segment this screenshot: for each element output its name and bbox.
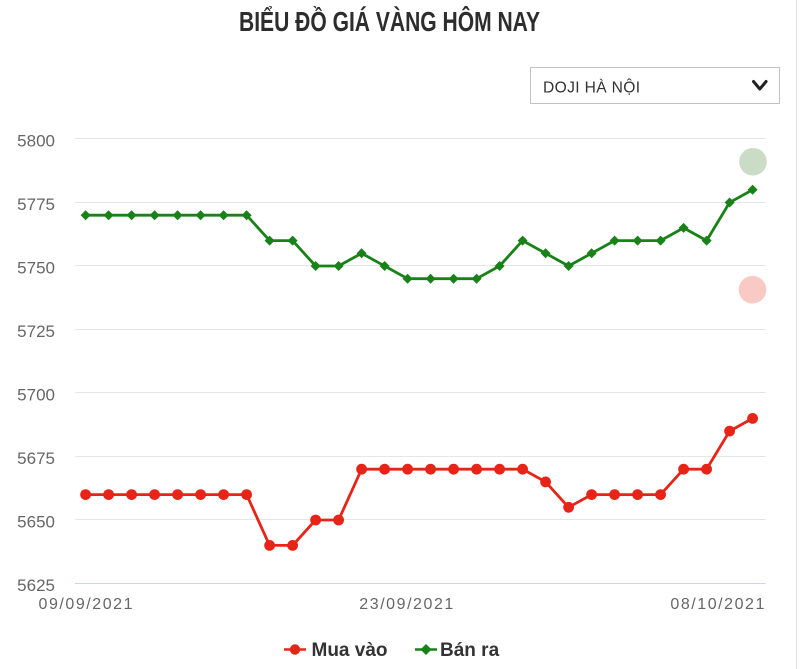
svg-text:5650: 5650	[17, 512, 55, 531]
svg-text:BIỂU ĐỒ GIÁ VÀNG HÔM NAY: BIỂU ĐỒ GIÁ VÀNG HÔM NAY	[239, 5, 540, 37]
svg-text:5700: 5700	[17, 385, 55, 404]
svg-text:5675: 5675	[17, 449, 55, 468]
svg-text:5750: 5750	[17, 258, 55, 277]
svg-text:09/09/2021: 09/09/2021	[39, 596, 133, 613]
svg-text:Mua vào: Mua vào	[312, 640, 388, 661]
svg-text:5775: 5775	[17, 195, 55, 214]
svg-text:5800: 5800	[17, 131, 55, 150]
svg-text:23/09/2021: 23/09/2021	[359, 596, 453, 613]
svg-text:DOJI HÀ NỘI: DOJI HÀ NỘI	[543, 78, 640, 97]
svg-text:5725: 5725	[17, 322, 55, 341]
svg-text:Bán ra: Bán ra	[440, 640, 500, 661]
svg-text:08/10/2021: 08/10/2021	[670, 596, 764, 613]
svg-text:5625: 5625	[17, 576, 55, 595]
